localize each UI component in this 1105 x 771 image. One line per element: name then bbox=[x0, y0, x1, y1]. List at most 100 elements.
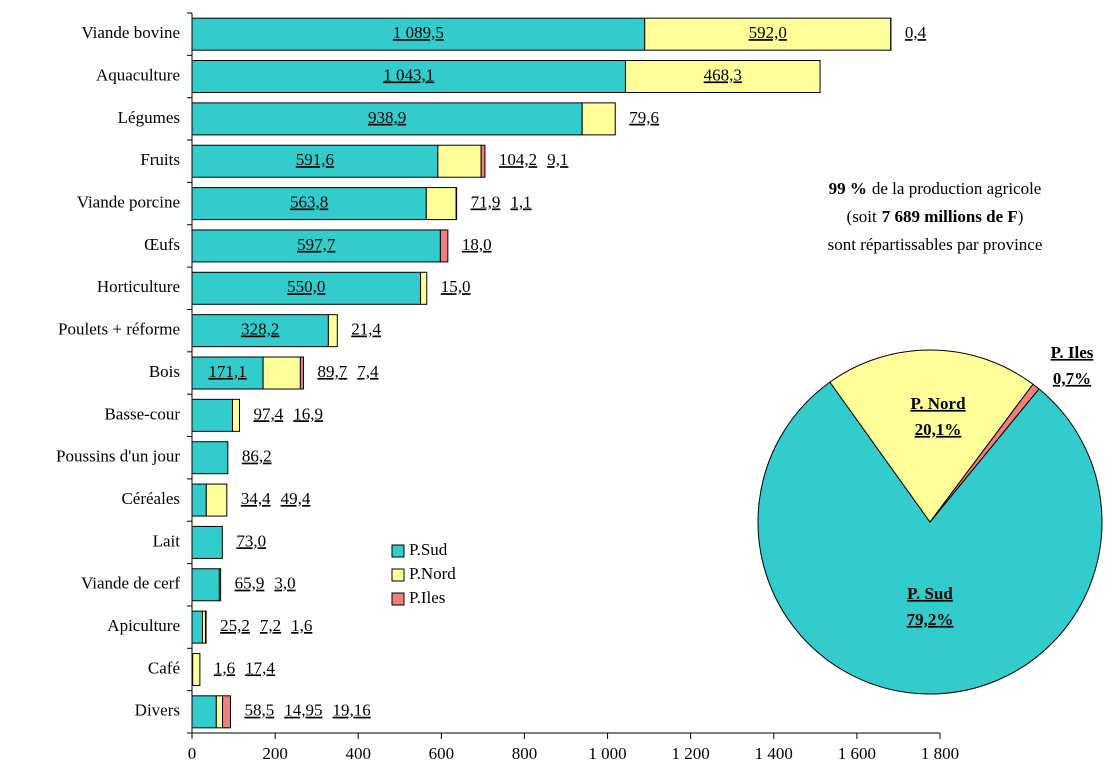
value-label: 104,2 bbox=[499, 150, 537, 169]
category-label: Café bbox=[148, 658, 180, 677]
value-label: 1 089,5 bbox=[393, 23, 444, 42]
annotation-part: 99 % bbox=[829, 179, 867, 198]
value-label: 3,0 bbox=[274, 574, 295, 593]
value-label: 328,2 bbox=[241, 320, 279, 339]
value-label: 1,6 bbox=[214, 658, 235, 677]
x-tick-label: 1 000 bbox=[588, 744, 626, 763]
annotation-part: ) bbox=[1018, 207, 1024, 226]
value-label: 1,6 bbox=[291, 616, 312, 635]
bar-segment bbox=[191, 568, 220, 602]
category-label: Viande de cerf bbox=[81, 574, 180, 593]
annotation-part: (soit bbox=[847, 207, 878, 226]
pie-label: P. Iles bbox=[1051, 343, 1094, 362]
pie-value-label: 20,1% bbox=[915, 420, 962, 439]
value-label: 58,5 bbox=[244, 701, 274, 720]
value-label: 7,2 bbox=[260, 616, 281, 635]
bar-segment bbox=[191, 398, 233, 432]
bar-segment bbox=[191, 695, 217, 729]
bar-segment bbox=[191, 610, 203, 644]
bar-segment bbox=[222, 695, 231, 729]
category-label: Bois bbox=[149, 362, 180, 381]
value-label: 34,4 bbox=[241, 489, 271, 508]
bar-segment bbox=[191, 144, 439, 178]
pie-slice bbox=[929, 383, 1040, 523]
bar-segment bbox=[480, 144, 486, 178]
category-label: Apiculture bbox=[107, 616, 180, 635]
value-label: 1 043,1 bbox=[383, 65, 434, 84]
x-tick-label: 800 bbox=[512, 744, 538, 763]
x-tick-label: 1 400 bbox=[755, 744, 793, 763]
value-label: 563,8 bbox=[290, 192, 328, 211]
bar-segment bbox=[425, 187, 457, 221]
bar-segment bbox=[191, 187, 427, 221]
x-tick-label: 600 bbox=[429, 744, 455, 763]
annotation: 99 % de la production agricole bbox=[829, 179, 1042, 198]
value-label: 49,4 bbox=[281, 489, 311, 508]
pie-slice bbox=[829, 349, 1034, 523]
value-label: 171,1 bbox=[208, 362, 246, 381]
bar-segment bbox=[624, 60, 821, 94]
pie-slice bbox=[757, 381, 1103, 695]
legend-swatch bbox=[391, 544, 405, 558]
category-label: Viande bovine bbox=[81, 23, 180, 42]
annotation: sont répartissables par province bbox=[828, 235, 1043, 254]
value-label: 591,6 bbox=[296, 150, 334, 169]
value-label: 15,0 bbox=[441, 277, 471, 296]
bar-segment bbox=[191, 525, 223, 559]
legend-swatch bbox=[391, 568, 405, 582]
pie-label: P. Sud bbox=[907, 584, 953, 603]
value-label: 597,7 bbox=[297, 235, 336, 254]
bar-segment bbox=[205, 483, 228, 517]
x-tick-label: 0 bbox=[188, 744, 197, 763]
category-label: Céréales bbox=[121, 489, 180, 508]
legend-label: P.Iles bbox=[409, 588, 445, 607]
value-label: 89,7 bbox=[317, 362, 347, 381]
bar-segment bbox=[191, 483, 207, 517]
value-label: 550,0 bbox=[287, 277, 325, 296]
bar-segment bbox=[204, 610, 207, 644]
value-label: 9,1 bbox=[547, 150, 568, 169]
value-label: 19,16 bbox=[332, 701, 370, 720]
legend-swatch bbox=[391, 592, 405, 606]
x-tick-label: 1 600 bbox=[838, 744, 876, 763]
category-label: Viande porcine bbox=[77, 192, 180, 211]
value-label: 1,1 bbox=[510, 192, 531, 211]
bar-segment bbox=[192, 652, 201, 686]
value-label: 21,4 bbox=[351, 320, 381, 339]
value-label: 97,4 bbox=[253, 404, 283, 423]
category-label: Œufs bbox=[144, 235, 180, 254]
bar-segment bbox=[439, 229, 449, 263]
annotation: (soit 7 689 millions de F) bbox=[847, 207, 1024, 226]
x-tick-label: 200 bbox=[262, 744, 288, 763]
bar-segment bbox=[231, 398, 240, 432]
annotation-part: de la production agricole bbox=[872, 179, 1041, 198]
value-label: 25,2 bbox=[220, 616, 250, 635]
category-label: Divers bbox=[135, 701, 180, 720]
bar-segment bbox=[215, 695, 224, 729]
value-label: 65,9 bbox=[235, 574, 265, 593]
legend-label: P.Nord bbox=[409, 564, 456, 583]
value-label: 938,9 bbox=[368, 108, 406, 127]
value-label: 468,3 bbox=[704, 65, 742, 84]
value-label: 7,4 bbox=[357, 362, 379, 381]
bar-segment bbox=[299, 356, 304, 390]
bar-segment bbox=[191, 60, 626, 94]
category-label: Fruits bbox=[140, 150, 180, 169]
category-label: Aquaculture bbox=[96, 65, 180, 84]
x-tick-label: 1 200 bbox=[672, 744, 710, 763]
value-label: 79,6 bbox=[629, 108, 659, 127]
category-label: Légumes bbox=[118, 108, 180, 127]
bar-segment bbox=[191, 102, 583, 136]
pie-value-label: 0,7% bbox=[1053, 369, 1091, 388]
bar-segment bbox=[191, 229, 441, 263]
bar-segment bbox=[420, 271, 428, 305]
value-label: 73,0 bbox=[236, 531, 266, 550]
legend-label: P.Sud bbox=[409, 540, 448, 559]
value-label: 0,4 bbox=[905, 23, 927, 42]
value-label: 71,9 bbox=[471, 192, 501, 211]
value-label: 86,2 bbox=[242, 447, 272, 466]
value-label: 18,0 bbox=[462, 235, 492, 254]
value-label: 17,4 bbox=[245, 658, 275, 677]
category-label: Horticulture bbox=[97, 277, 180, 296]
